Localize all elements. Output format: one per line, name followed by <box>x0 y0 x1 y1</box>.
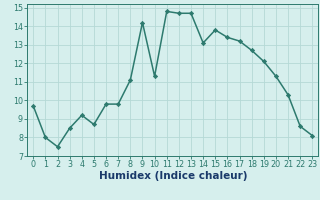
X-axis label: Humidex (Indice chaleur): Humidex (Indice chaleur) <box>99 171 247 181</box>
